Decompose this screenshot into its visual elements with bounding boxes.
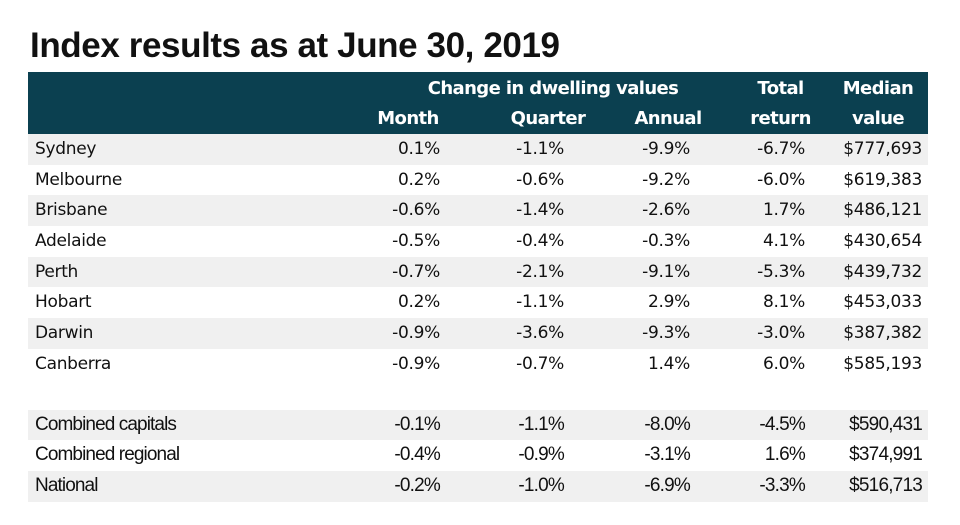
table-row: Combined regional -0.4% -0.9% -3.1% 1.6%…: [28, 440, 928, 471]
quarter-change: -0.4%: [516, 231, 564, 252]
city-name: Darwin: [35, 323, 94, 344]
annual-change: -8.0%: [644, 413, 690, 435]
total-return: -6.0%: [757, 169, 805, 190]
median-value: $486,121: [843, 200, 922, 221]
quarter-change: -1.1%: [516, 139, 564, 159]
annual-change: 2.9%: [648, 292, 690, 313]
quarter-change: -3.6%: [516, 323, 564, 344]
section-spacer: [28, 380, 928, 410]
header-group-change-in-dwelling-values: Change in dwelling values: [427, 78, 679, 99]
median-value: $439,732: [843, 261, 922, 282]
total-return: 6.0%: [763, 353, 805, 374]
quarter-change: -1.4%: [516, 200, 564, 221]
region-name: Combined capitals: [35, 413, 177, 435]
month-change: 0.1%: [398, 139, 440, 159]
total-return: -6.7%: [757, 139, 805, 159]
total-return: 4.1%: [763, 231, 805, 252]
header-total-return-line1: Total: [757, 78, 804, 99]
quarter-change: -0.6%: [516, 169, 564, 190]
annual-change: 1.4%: [648, 353, 690, 374]
city-name: Perth: [35, 261, 79, 282]
table-row: Brisbane -0.6% -1.4% -2.6% 1.7% $486,121: [28, 195, 928, 227]
annual-change: -6.9%: [644, 474, 690, 496]
table-header: Change in dwelling values Month Quarter …: [28, 72, 928, 134]
total-return: -3.3%: [759, 474, 805, 496]
annual-change: -9.2%: [642, 169, 690, 190]
page-title: Index results as at June 30, 2019: [30, 26, 560, 65]
quarter-change: -1.1%: [516, 292, 564, 313]
header-month: Month: [377, 108, 439, 129]
header-total-return-line2: return: [750, 108, 811, 129]
index-results-table: Change in dwelling values Month Quarter …: [28, 72, 928, 502]
quarter-change: -2.1%: [516, 261, 564, 282]
median-value: $374,991: [849, 444, 923, 466]
table-row: Canberra -0.9% -0.7% 1.4% 6.0% $585,193: [28, 349, 928, 380]
city-name: Brisbane: [35, 200, 108, 221]
table-row: Combined capitals -0.1% -1.1% -8.0% -4.5…: [28, 409, 928, 441]
city-name: Sydney: [35, 139, 97, 159]
city-name: Melbourne: [35, 169, 123, 190]
header-median-value-line2: value: [851, 108, 905, 129]
quarter-change: -0.9%: [518, 444, 564, 466]
month-change: -0.9%: [392, 323, 440, 344]
quarter-change: -0.7%: [516, 353, 564, 374]
month-change: -0.6%: [392, 200, 440, 221]
capitals-rows: Sydney 0.1% -1.1% -9.9% -6.7% $777,693 M…: [28, 134, 928, 380]
month-change: 0.2%: [398, 292, 440, 313]
median-value: $516,713: [849, 474, 923, 496]
month-change: -0.7%: [392, 261, 440, 282]
median-value: $453,033: [843, 292, 922, 313]
total-return: -5.3%: [757, 261, 805, 282]
table-row: Darwin -0.9% -3.6% -9.3% -3.0% $387,382: [28, 318, 928, 349]
median-value: $387,382: [843, 323, 922, 344]
annual-change: -9.1%: [642, 261, 690, 282]
annual-change: -3.1%: [644, 444, 690, 466]
quarter-change: -1.0%: [518, 474, 564, 496]
total-return: -4.5%: [759, 413, 805, 435]
table-row: Sydney 0.1% -1.1% -9.9% -6.7% $777,693: [28, 134, 928, 165]
table-row: Hobart 0.2% -1.1% 2.9% 8.1% $453,033: [28, 287, 928, 318]
median-value: $430,654: [843, 231, 922, 252]
total-return: -3.0%: [757, 323, 805, 344]
region-name: National: [35, 474, 98, 496]
month-change: -0.4%: [394, 444, 440, 466]
header-annual: Annual: [634, 108, 702, 129]
median-value: $590,431: [849, 413, 923, 435]
annual-change: -9.3%: [642, 323, 690, 344]
total-return: 1.7%: [763, 200, 805, 221]
median-value: $777,693: [843, 139, 922, 159]
median-value: $619,383: [843, 169, 922, 190]
city-name: Canberra: [35, 353, 112, 374]
total-return: 1.6%: [764, 444, 806, 466]
city-name: Adelaide: [35, 231, 107, 252]
month-change: -0.5%: [392, 231, 440, 252]
header-median-value-line1: Median: [842, 78, 914, 99]
region-name: Combined regional: [35, 444, 180, 466]
annual-change: -0.3%: [642, 231, 690, 252]
annual-change: -2.6%: [642, 200, 690, 221]
month-change: 0.2%: [398, 169, 440, 190]
table-row: National -0.2% -1.0% -6.9% -3.3% $516,71…: [28, 470, 928, 502]
annual-change: -9.9%: [642, 139, 690, 159]
month-change: -0.2%: [394, 474, 440, 496]
quarter-change: -1.1%: [518, 413, 564, 435]
median-value: $585,193: [843, 353, 922, 374]
month-change: -0.9%: [392, 353, 440, 374]
month-change: -0.1%: [394, 413, 440, 435]
aggregate-rows: Combined capitals -0.1% -1.1% -8.0% -4.5…: [28, 409, 928, 502]
header-quarter: Quarter: [510, 108, 586, 129]
table-row: Perth -0.7% -2.1% -9.1% -5.3% $439,732: [28, 256, 928, 288]
table-row: Adelaide -0.5% -0.4% -0.3% 4.1% $430,654: [28, 226, 928, 257]
total-return: 8.1%: [763, 292, 805, 313]
city-name: Hobart: [35, 292, 92, 313]
table-row: Melbourne 0.2% -0.6% -9.2% -6.0% $619,38…: [28, 165, 928, 196]
